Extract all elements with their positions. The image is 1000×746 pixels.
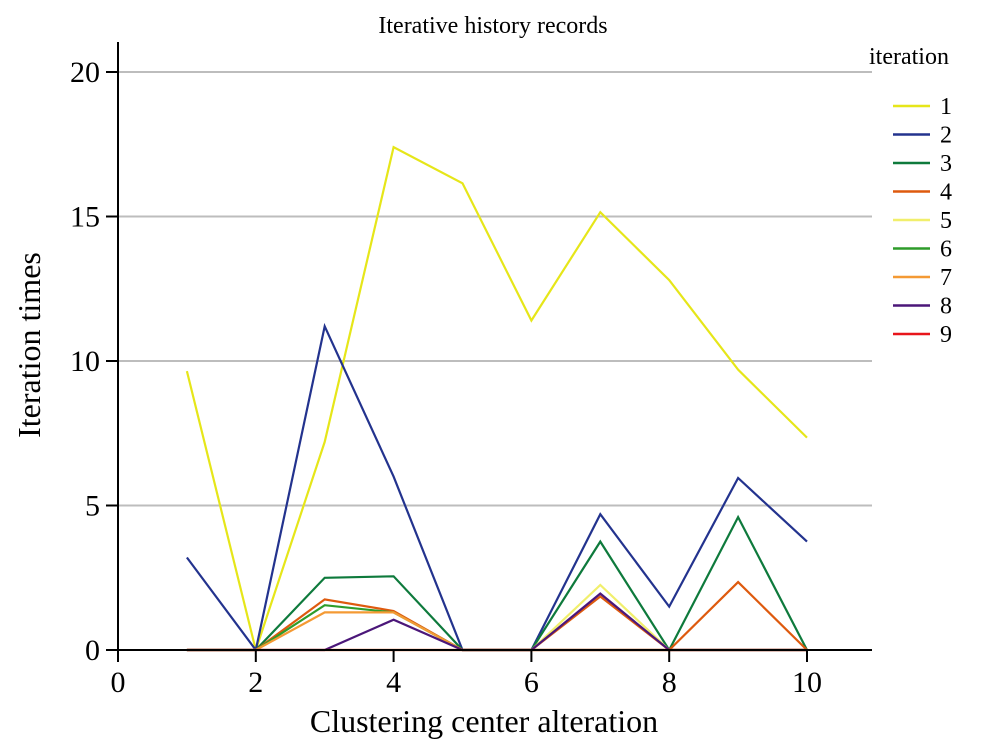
y-tick-label: 20 [70,56,100,89]
legend-entry-label: 1 [940,94,952,120]
y-tick-label: 15 [70,201,100,234]
x-tick-label: 4 [386,666,401,699]
x-tick-label: 0 [111,666,126,699]
series-line-2 [186,322,808,653]
legend: iteration 1 23 45 67 89 [869,44,952,348]
legend-entry-label: 2 [940,123,952,149]
y-axis-label: Iteration times [11,252,47,438]
legend-title: iteration [869,44,949,70]
legend-entry-label: 7 [940,265,952,291]
series-line-6 [186,604,807,652]
gridlines [118,71,872,507]
series-line-8 [186,592,807,652]
x-tick-label: 2 [248,666,263,699]
chart-title: Iterative history records [378,13,607,39]
x-tick-label: 10 [792,666,822,699]
series-line-4 [186,580,808,652]
legend-entry-label: 4 [940,180,952,206]
legend-entry-label: 6 [940,237,952,263]
x-tick-label: 6 [524,666,539,699]
x-ticks: 0 2 4 6 8 10 [111,650,822,699]
legend-entry-label: 3 [940,151,952,177]
y-tick-label: 5 [85,490,100,523]
y-ticks: 0 5 10 15 20 [70,56,118,667]
series-lines [185,145,808,654]
x-axis-label: Clustering center alteration [310,703,658,739]
series-line-5 [186,583,807,652]
legend-entry-label: 9 [940,322,952,348]
series-line-1 [185,145,808,654]
legend-entry-label: 8 [940,294,952,320]
y-tick-label: 10 [70,345,100,378]
legend-entry-label: 5 [940,208,952,234]
y-tick-label: 0 [85,634,100,667]
x-tick-label: 8 [662,666,677,699]
